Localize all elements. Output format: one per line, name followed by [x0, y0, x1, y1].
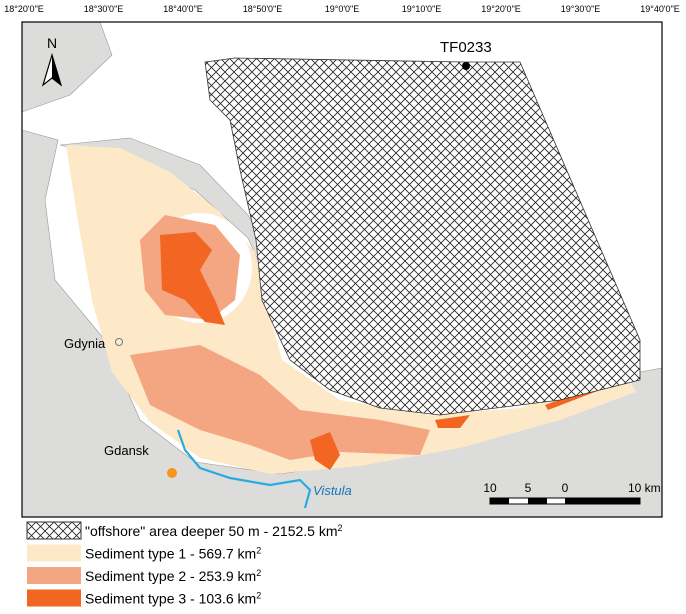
sediment-type-3 [310, 432, 340, 470]
legend-text: Sediment type 2 - 253.9 km [85, 568, 256, 584]
city-label: Gdynia [64, 336, 106, 351]
longitude-label: 19°40'0"E [640, 4, 680, 14]
longitude-label: 19°30'0"E [561, 4, 601, 14]
sediment-type-3 [160, 232, 225, 325]
legend-superscript: 2 [256, 546, 261, 556]
scale-label: 0 [562, 481, 569, 495]
scale-bar: 10 5 0 10 km [483, 481, 661, 505]
station-marker [462, 62, 470, 70]
legend-swatch [27, 544, 81, 562]
legend-superscript: 2 [338, 523, 343, 533]
legend-swatch [27, 589, 81, 607]
city-marker [115, 338, 123, 346]
legend-text: "offshore" area deeper 50 m - 2152.5 km [85, 523, 338, 539]
legend-label: "offshore" area deeper 50 m - 2152.5 km2 [85, 523, 343, 539]
city-marker [167, 468, 177, 478]
scale-label: 10 km [628, 481, 661, 495]
legend-text: Sediment type 1 - 569.7 km [85, 546, 256, 562]
offshore-area [204, 57, 641, 416]
longitude-labels: 18°20'0"E 18°30'0"E 18°40'0"E 18°50'0"E 19°0… [4, 4, 680, 14]
scale-label: 10 [483, 481, 497, 495]
scale-label: 5 [525, 481, 532, 495]
legend-superscript: 2 [256, 568, 261, 578]
river-label: Vistula [313, 483, 352, 498]
north-label: N [47, 35, 57, 51]
legend-superscript: 2 [256, 591, 261, 601]
north-arrow: N [41, 35, 63, 87]
sediment-type-3 [435, 415, 470, 428]
legend: "offshore" area deeper 50 m - 2152.5 km2… [26, 521, 343, 607]
longitude-label: 19°0'0"E [325, 4, 360, 14]
longitude-label: 18°20'0"E [4, 4, 44, 14]
legend-label: Sediment type 3 - 103.6 km2 [85, 591, 261, 607]
station-label: TF0233 [440, 39, 492, 56]
river [176, 429, 312, 509]
sediment-type-2 [130, 345, 430, 460]
legend-label: Sediment type 1 - 569.7 km2 [85, 546, 261, 562]
longitude-label: 18°30'0"E [84, 4, 124, 14]
legend-swatch [26, 521, 82, 540]
legend-swatch [27, 567, 81, 584]
longitude-label: 19°10'0"E [402, 4, 442, 14]
longitude-label: 18°40'0"E [163, 4, 203, 14]
map: TF0233 Gdynia Gdansk Vistula N 10 5 0 10… [21, 21, 663, 518]
longitude-label: 19°20'0"E [481, 4, 521, 14]
map-frame [21, 21, 663, 518]
legend-text: Sediment type 3 - 103.6 km [85, 591, 256, 607]
legend-label: Sediment type 2 - 253.9 km2 [85, 568, 261, 584]
city-label: Gdansk [104, 443, 149, 458]
longitude-label: 18°50'0"E [243, 4, 283, 14]
